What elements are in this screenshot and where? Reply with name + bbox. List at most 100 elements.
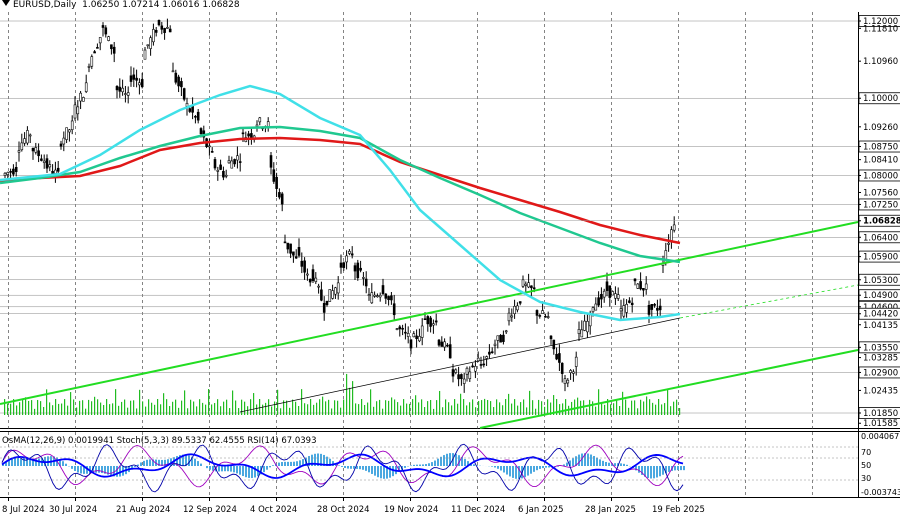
osma-bar xyxy=(167,459,169,466)
volume-bar xyxy=(73,399,75,415)
volume-bar xyxy=(160,404,162,415)
price-label: 1.02900 xyxy=(863,368,898,378)
candle-body xyxy=(20,142,24,151)
candle-body xyxy=(121,87,124,93)
osma-bar xyxy=(581,453,583,466)
candle-body xyxy=(462,378,466,384)
osma-bar xyxy=(371,466,373,474)
candle-body xyxy=(17,150,21,153)
volume-bar xyxy=(391,397,393,415)
date-label: 4 Oct 2024 xyxy=(250,505,297,515)
candle-body xyxy=(650,304,654,310)
candle-body xyxy=(460,374,463,380)
volume-bar xyxy=(181,400,183,415)
osma-bar xyxy=(404,466,406,468)
candle-body xyxy=(429,317,432,327)
osma-bar xyxy=(392,466,394,477)
candle-body xyxy=(468,371,472,380)
candle-body xyxy=(194,115,197,118)
candle-body xyxy=(516,305,519,311)
volume-bar xyxy=(436,400,438,415)
candle-body xyxy=(59,143,63,147)
volume-bar xyxy=(427,401,429,415)
price-label: 1.03285 xyxy=(863,354,898,364)
osma-bar xyxy=(134,466,136,468)
volume-bar xyxy=(70,392,72,415)
osma-bar xyxy=(266,466,268,470)
candle-body xyxy=(115,86,119,91)
osma-bar xyxy=(455,453,457,466)
volume-bar xyxy=(547,399,549,415)
candle-body xyxy=(342,262,346,268)
candle-body xyxy=(56,167,60,172)
volume-bar xyxy=(229,408,231,415)
candle-body xyxy=(504,330,508,333)
osma-bar xyxy=(638,466,640,473)
candle-body xyxy=(602,290,606,298)
volume-bar xyxy=(565,399,567,415)
osma-bar xyxy=(284,461,286,466)
volume-bar xyxy=(496,399,498,415)
dropdown-triangle-icon[interactable] xyxy=(2,0,10,6)
volume-bar xyxy=(661,404,663,415)
candle-body xyxy=(322,303,326,313)
candle-body xyxy=(3,172,7,176)
osma-bar xyxy=(107,466,109,475)
candle-body xyxy=(138,82,141,86)
osma-bar xyxy=(77,466,79,473)
candle-body xyxy=(454,369,458,373)
volume-bar xyxy=(259,399,261,415)
volume-bar xyxy=(529,390,531,415)
candle-body xyxy=(174,72,178,83)
volume-bar xyxy=(7,403,9,415)
candle-body xyxy=(586,321,589,333)
volume-bar xyxy=(364,405,366,415)
date-label: 12 Sep 2024 xyxy=(183,505,237,515)
candle-body xyxy=(670,229,673,242)
osma-bar xyxy=(608,462,610,466)
candle-body xyxy=(339,262,343,268)
volume-bar xyxy=(676,399,678,415)
volume-bar xyxy=(304,403,306,415)
candle-body xyxy=(110,44,113,50)
volume-bar xyxy=(667,389,669,415)
osma-bar xyxy=(329,458,331,466)
candle-body xyxy=(362,277,365,279)
volume-bar xyxy=(133,400,135,415)
candle-body xyxy=(457,374,460,380)
volume-bar xyxy=(508,393,510,415)
volume-bar xyxy=(655,404,657,415)
volume-bar xyxy=(316,402,318,415)
volume-bar xyxy=(541,401,543,415)
volume-bar xyxy=(601,402,603,415)
candle-body xyxy=(48,164,52,168)
candle-body xyxy=(437,339,441,346)
candle-body xyxy=(180,81,183,88)
candle-body xyxy=(642,288,645,291)
osma-bar xyxy=(152,459,154,466)
volume-bar xyxy=(187,408,189,415)
osma-bar xyxy=(344,466,346,468)
osma-bar xyxy=(467,461,469,466)
osma-bar xyxy=(647,466,649,478)
candle-body xyxy=(392,303,396,316)
volume-bar xyxy=(343,399,345,415)
candle-body xyxy=(135,77,138,81)
candle-body xyxy=(499,334,502,343)
candle-body xyxy=(653,304,656,306)
volume-bar xyxy=(202,402,204,415)
osma-bar xyxy=(491,466,493,467)
volume-bar xyxy=(346,373,348,415)
candle-body xyxy=(45,158,49,169)
volume-bar xyxy=(448,402,450,415)
candle-body xyxy=(250,133,253,139)
price-label: 1.08750 xyxy=(863,143,898,153)
osma-bar xyxy=(299,460,301,466)
candle-body xyxy=(507,312,511,322)
osma-bar xyxy=(599,459,601,466)
volume-bar xyxy=(79,400,81,415)
volume-bar xyxy=(271,406,273,415)
volume-bar xyxy=(616,399,618,415)
